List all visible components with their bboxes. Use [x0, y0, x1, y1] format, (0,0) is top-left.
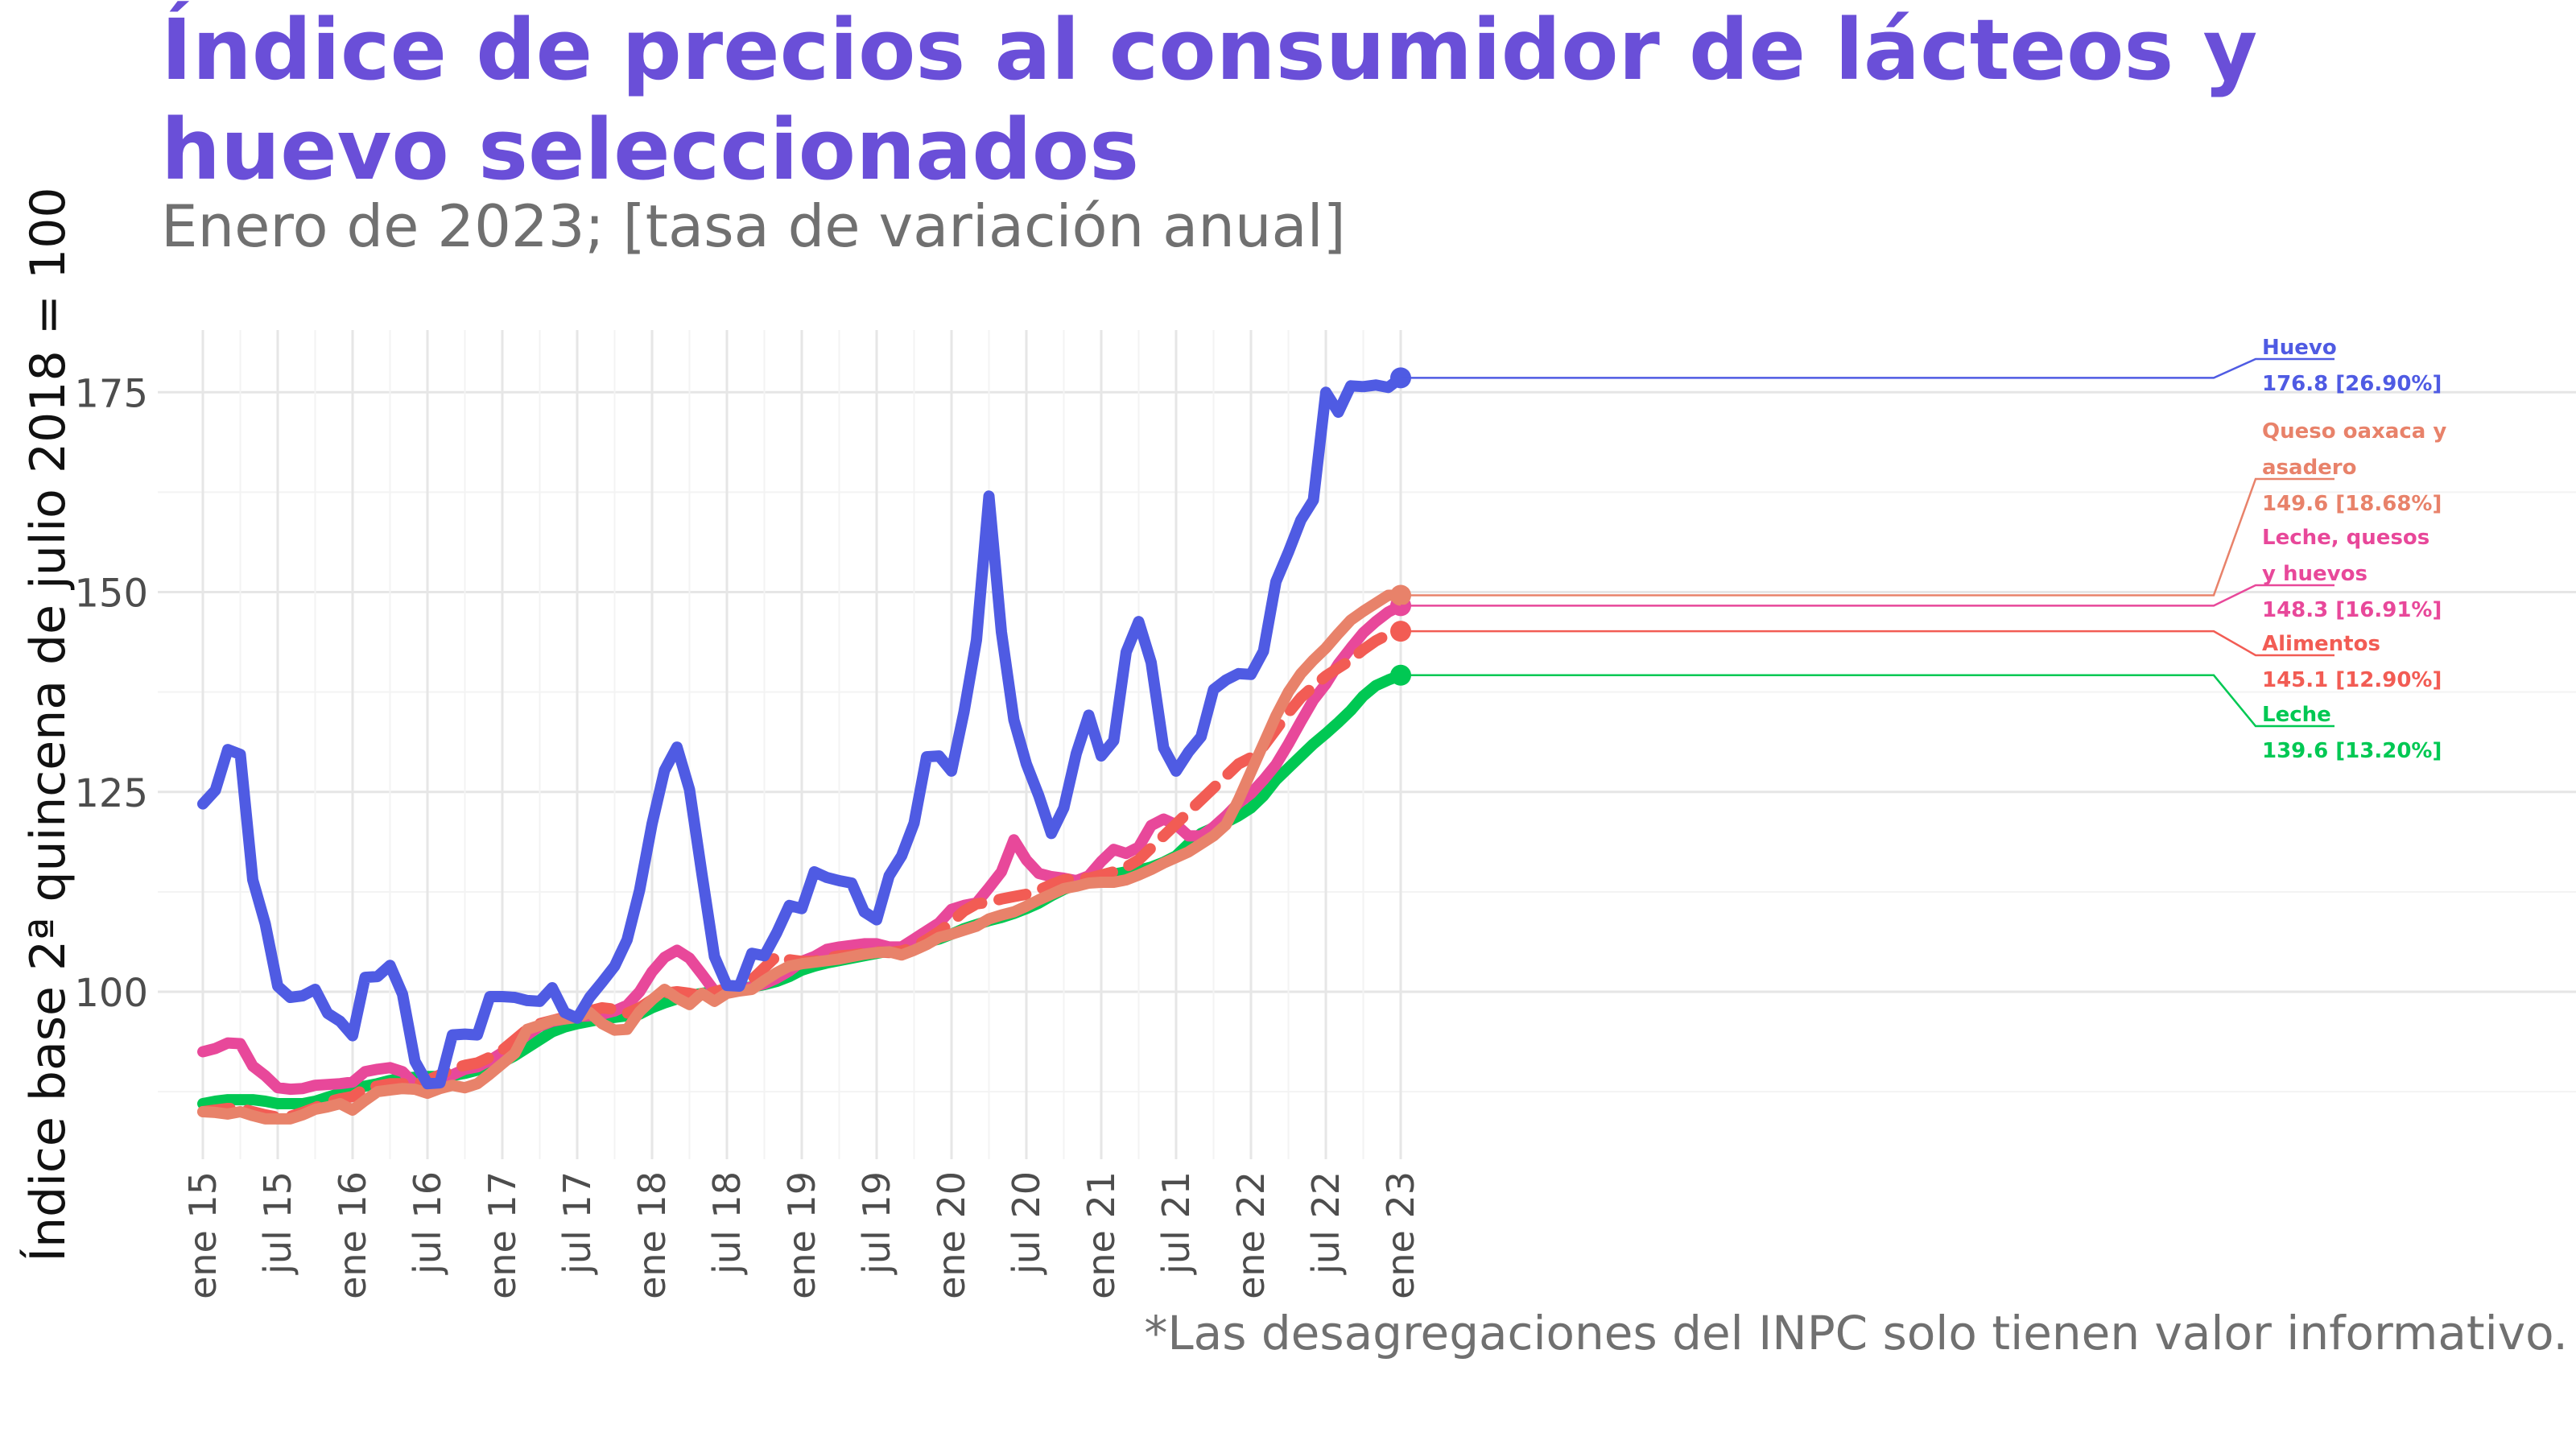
x-tick-label: ene 20 — [930, 1171, 973, 1299]
series-lines — [197, 367, 1411, 1125]
series-value-label: 149.6 [18.68%] — [2262, 492, 2442, 516]
end-label-connector — [1401, 584, 2334, 607]
y-tick-label: 100 — [74, 971, 148, 1016]
x-tick-label: ene 22 — [1229, 1171, 1273, 1299]
series-name-label: Leche, quesos — [2262, 526, 2429, 550]
x-tick-label: jul 19 — [855, 1171, 898, 1275]
x-tick-label: jul 16 — [406, 1171, 449, 1275]
y-tick-label: 150 — [74, 572, 148, 617]
series-name-label: Alimentos — [2262, 632, 2380, 656]
chart-title: Índice de precios al consumidor de lácte… — [161, 1, 2258, 199]
series-name-label: Huevo — [2262, 336, 2337, 360]
y-tick-labels: 100 125 150 175 — [74, 371, 148, 1016]
y-tick-label: 125 — [74, 771, 148, 816]
x-tick-label: ene 18 — [630, 1171, 674, 1299]
end-label-connector — [1401, 477, 2334, 597]
chart-subtitle: Enero de 2023; [tasa de variación anual] — [161, 192, 1346, 260]
series-value-label: 176.8 [26.90%] — [2262, 372, 2442, 396]
series-line — [197, 589, 1406, 1125]
end-label-connector — [1401, 357, 2334, 379]
x-tick-labels: ene 15 jul 15 ene 16 jul 16 ene 17 jul 17 ene … — [181, 1171, 1422, 1299]
end-label-connector — [1401, 630, 2334, 657]
series-name-label: Queso oaxaca y — [2262, 419, 2446, 444]
end-labels: Leche 139.6 [13.20%] Leche, quesos y huevos… — [1401, 336, 2446, 763]
series-name-label: Leche — [2262, 703, 2331, 727]
series-value-label: 148.3 [16.91%] — [2262, 598, 2442, 622]
x-tick-label: ene 16 — [331, 1171, 374, 1299]
x-tick-label: jul 22 — [1304, 1171, 1348, 1275]
series-name-label: asadero — [2262, 456, 2357, 480]
y-tick-label: 175 — [74, 371, 148, 416]
x-tick-label: jul 20 — [1005, 1171, 1048, 1275]
end-label-connector — [1401, 674, 2334, 728]
x-tick-label: ene 19 — [780, 1171, 824, 1299]
series-value-label: 139.6 [13.20%] — [2262, 739, 2442, 763]
series-value-label: 145.1 [12.90%] — [2262, 668, 2442, 692]
series-line — [197, 372, 1406, 1090]
x-tick-label: jul 18 — [705, 1171, 749, 1275]
x-tick-label: jul 21 — [1154, 1171, 1198, 1275]
series-name-label: y huevos — [2262, 562, 2368, 586]
x-tick-label: ene 15 — [181, 1171, 225, 1299]
x-tick-label: ene 21 — [1080, 1171, 1123, 1299]
x-tick-label: jul 15 — [256, 1171, 299, 1275]
x-tick-label: ene 23 — [1379, 1171, 1422, 1299]
footnote-caption: *Las desagregaciones del INPC solo tiene… — [1144, 1306, 2568, 1360]
x-tick-label: ene 17 — [481, 1171, 524, 1299]
x-tick-label: jul 17 — [555, 1171, 599, 1275]
